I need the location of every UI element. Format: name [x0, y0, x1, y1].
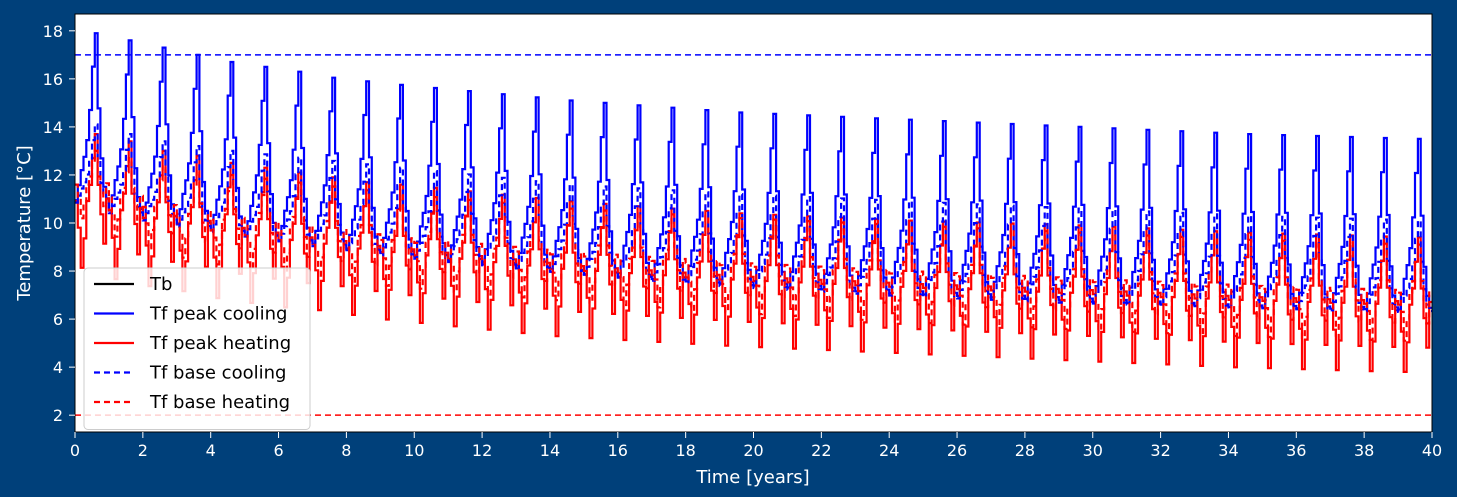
x-tick-label: 26 — [947, 441, 967, 460]
x-tick-label: 2 — [138, 441, 148, 460]
series-line-tf-base-cooling — [75, 123, 1432, 313]
y-tick-label: 14 — [43, 118, 63, 137]
x-tick-label: 30 — [1083, 441, 1103, 460]
series-line-tf-peak-cooling — [75, 32, 1432, 311]
x-tick-label: 22 — [811, 441, 831, 460]
x-tick-label: 6 — [273, 441, 283, 460]
y-tick-label: 4 — [53, 358, 63, 377]
legend: Tb Tf peak cooling Tf peak heating Tf base … — [83, 267, 311, 430]
x-axis-label: Time [years] — [695, 467, 809, 488]
legend-label: Tb — [149, 274, 172, 295]
x-tick-label: 0 — [70, 441, 80, 460]
series-line-tf-base-heating — [75, 149, 1432, 342]
x-tick-label: 40 — [1422, 441, 1442, 460]
limit-layer — [75, 54, 1432, 416]
y-axis-label: Temperature [°C] — [14, 145, 35, 301]
series-layer — [75, 32, 1432, 373]
legend-label: Tf peak cooling — [149, 304, 288, 325]
y-tick-label: 12 — [43, 166, 63, 185]
y-tick-label: 8 — [53, 262, 63, 281]
x-tick-label: 14 — [540, 441, 560, 460]
x-tick-label: 18 — [675, 441, 695, 460]
x-tick-label: 24 — [879, 441, 899, 460]
x-tick-label: 12 — [472, 441, 492, 460]
x-tick-label: 8 — [341, 441, 351, 460]
x-tick-label: 36 — [1286, 441, 1306, 460]
y-tick-label: 6 — [53, 310, 63, 329]
legend-box — [83, 267, 311, 430]
x-tick-label: 34 — [1218, 441, 1238, 460]
x-tick-label: 32 — [1150, 441, 1170, 460]
x-tick-label: 20 — [743, 441, 763, 460]
y-tick-label: 16 — [43, 70, 63, 89]
y-tick-label: 18 — [43, 22, 63, 41]
legend-label: Tf base cooling — [149, 363, 286, 384]
legend-label: Tf base heating — [149, 392, 290, 413]
y-tick-label: 2 — [53, 406, 63, 425]
x-tick-label: 4 — [206, 441, 216, 460]
x-tick-label: 16 — [608, 441, 628, 460]
y-tick-label: 10 — [43, 214, 63, 233]
x-tick-label: 10 — [404, 441, 424, 460]
x-axis: 0 2 4 6 8 10 12 14 16 18 20 22 24 26 28 30 32 34 36 38 40 — [70, 432, 1442, 460]
x-tick-label: 28 — [1015, 441, 1035, 460]
y-axis: 2 4 6 8 10 12 14 16 18 — [43, 22, 75, 425]
legend-label: Tf peak heating — [149, 333, 291, 354]
x-tick-label: 38 — [1354, 441, 1374, 460]
